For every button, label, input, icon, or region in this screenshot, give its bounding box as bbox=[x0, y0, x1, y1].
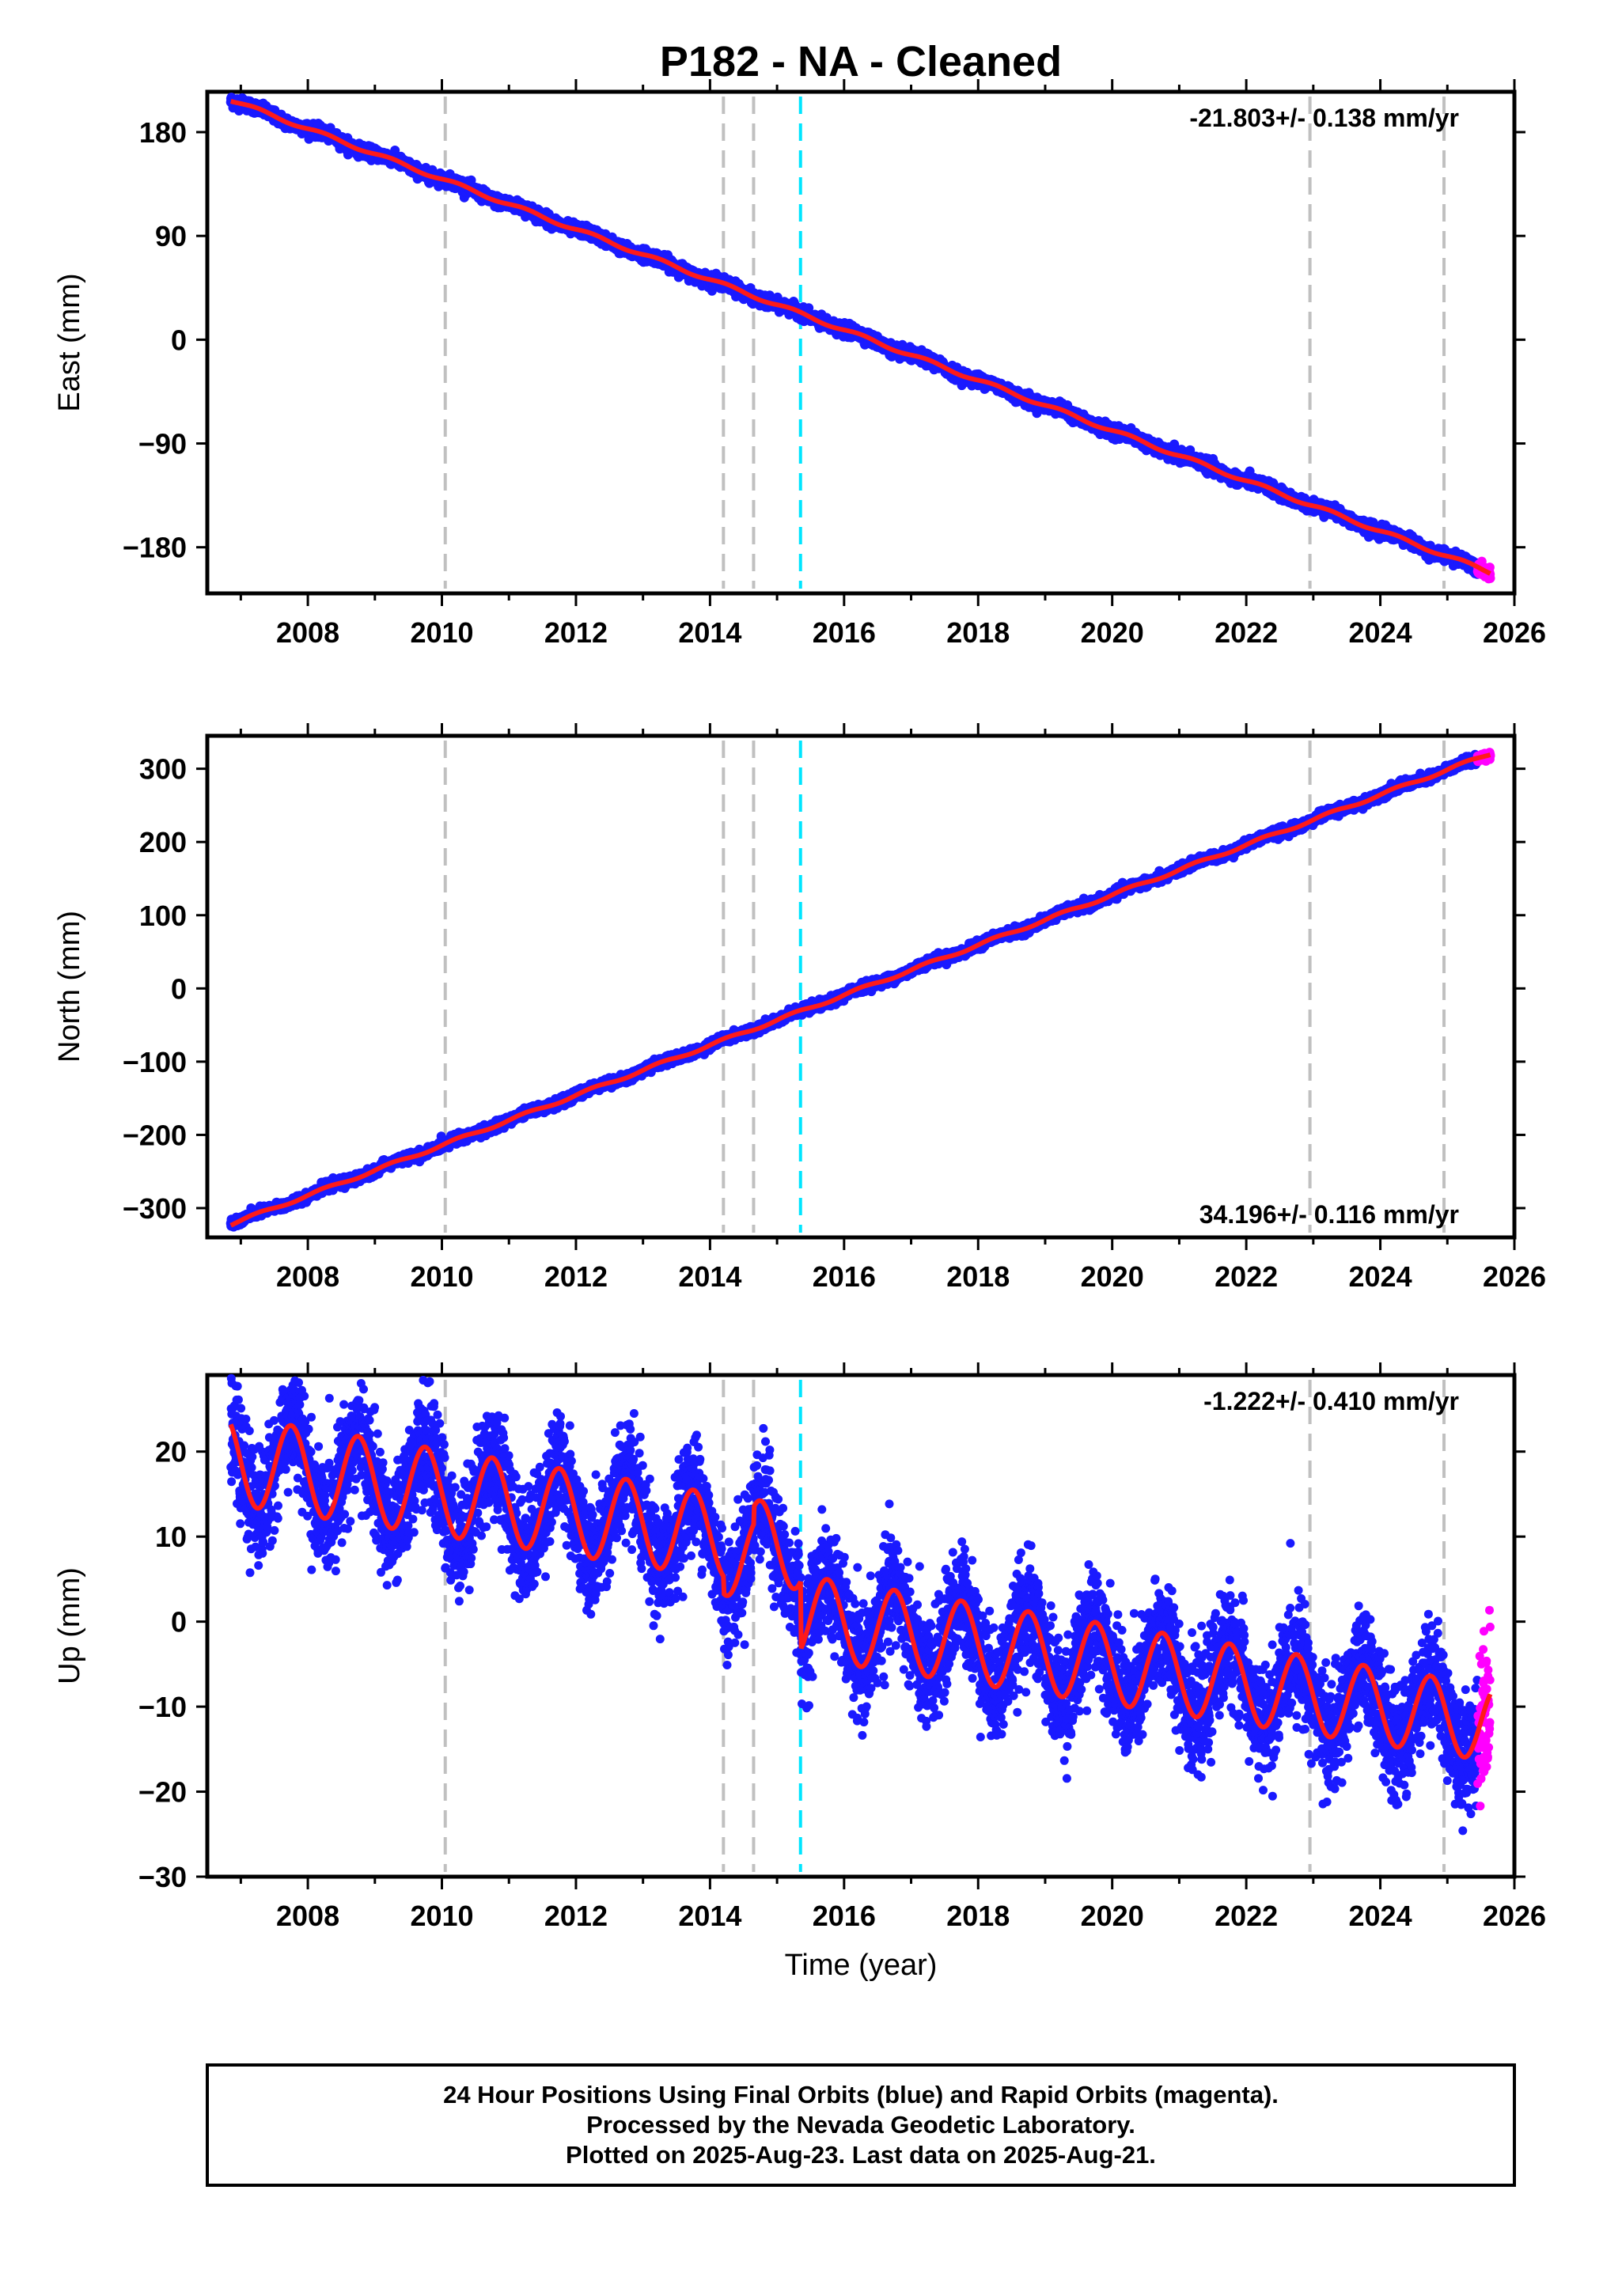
chart-title: P182 - NA - Cleaned bbox=[660, 38, 1062, 85]
